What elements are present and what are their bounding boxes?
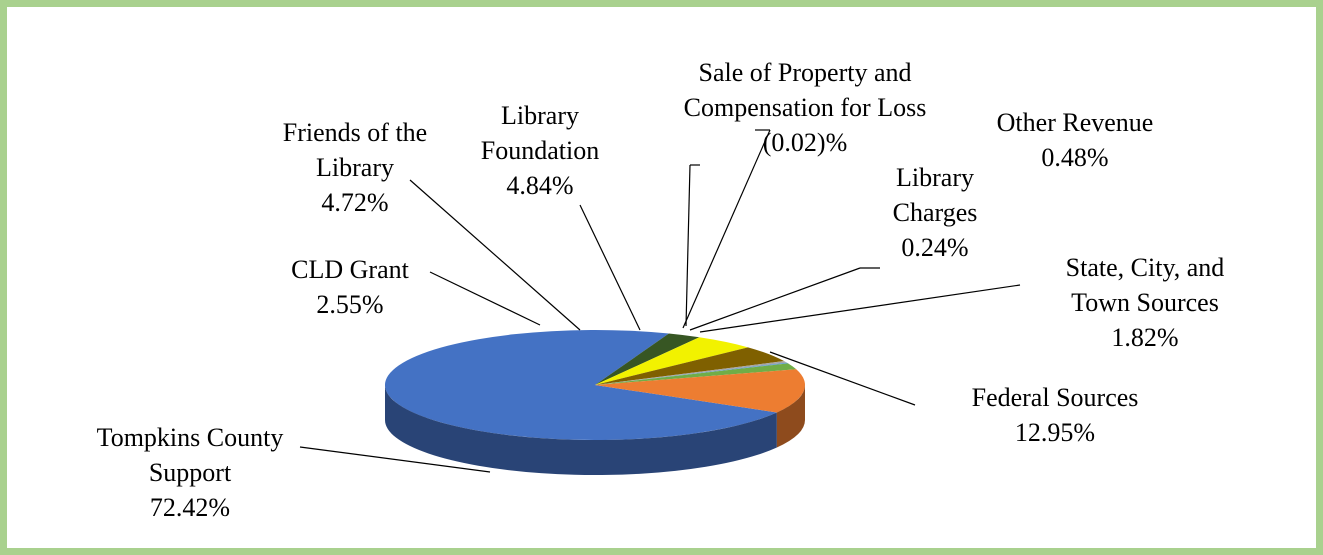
slice-label: Sale of Property and Compensation for Lo… <box>645 55 965 160</box>
slice-side <box>776 385 805 448</box>
slice <box>595 333 700 385</box>
leader-lines <box>299 129 1021 473</box>
value-label: 12.95% <box>1014 418 1096 447</box>
value-label: 72.42% <box>149 493 231 522</box>
slice-label: Tompkins County Support 72.42% <box>65 420 315 525</box>
value-label: 1.82% <box>1111 323 1179 352</box>
pie-sides <box>385 385 805 475</box>
slice <box>595 369 806 413</box>
leader-line <box>682 129 771 329</box>
slice-label: Library Charges 0.24% <box>870 160 1000 265</box>
category-label: Sale of Property and Compensation for Lo… <box>683 58 927 122</box>
leader-line <box>579 204 641 331</box>
value-label: 0.24% <box>901 233 969 262</box>
slice <box>595 362 789 385</box>
slice <box>595 363 797 385</box>
slice-label: CLD Grant 2.55% <box>270 252 430 322</box>
slice-label: Other Revenue 0.48% <box>965 105 1185 175</box>
category-label: Tompkins County Support <box>96 423 284 487</box>
leader-line <box>429 271 541 326</box>
value-label: 4.72% <box>321 188 389 217</box>
slice <box>595 361 785 385</box>
slice-label: Federal Sources 12.95% <box>930 380 1180 450</box>
slice-label: Friends of the Library 4.72% <box>280 115 430 220</box>
slice-label: Library Foundation 4.84% <box>465 98 615 203</box>
leader-line <box>299 446 491 473</box>
category-label: Friends of the Library <box>282 118 428 182</box>
slice <box>595 347 785 385</box>
leader-line <box>769 351 916 406</box>
leader-line <box>699 284 1021 333</box>
category-label: CLD Grant <box>291 255 409 284</box>
category-label: Library Foundation <box>480 101 600 165</box>
pie-canvas <box>299 129 1021 475</box>
slice <box>595 337 749 385</box>
slice-side <box>385 385 777 475</box>
category-label: Other Revenue <box>996 108 1154 137</box>
pie-tops <box>385 329 806 440</box>
value-label: 4.84% <box>506 171 574 200</box>
slice-label: State, City, and Town Sources 1.82% <box>1040 250 1250 355</box>
leader-line <box>689 267 861 331</box>
category-label: State, City, and Town Sources <box>1065 253 1225 317</box>
value-label: 2.55% <box>316 290 384 319</box>
slice <box>385 329 777 440</box>
leader-line <box>409 179 581 331</box>
leader-line <box>685 164 691 327</box>
category-label: Library Charges <box>892 163 978 227</box>
value-label: (0.02)% <box>762 128 848 157</box>
value-label: 0.48% <box>1041 143 1109 172</box>
slice <box>595 361 787 385</box>
category-label: Federal Sources <box>971 383 1139 412</box>
